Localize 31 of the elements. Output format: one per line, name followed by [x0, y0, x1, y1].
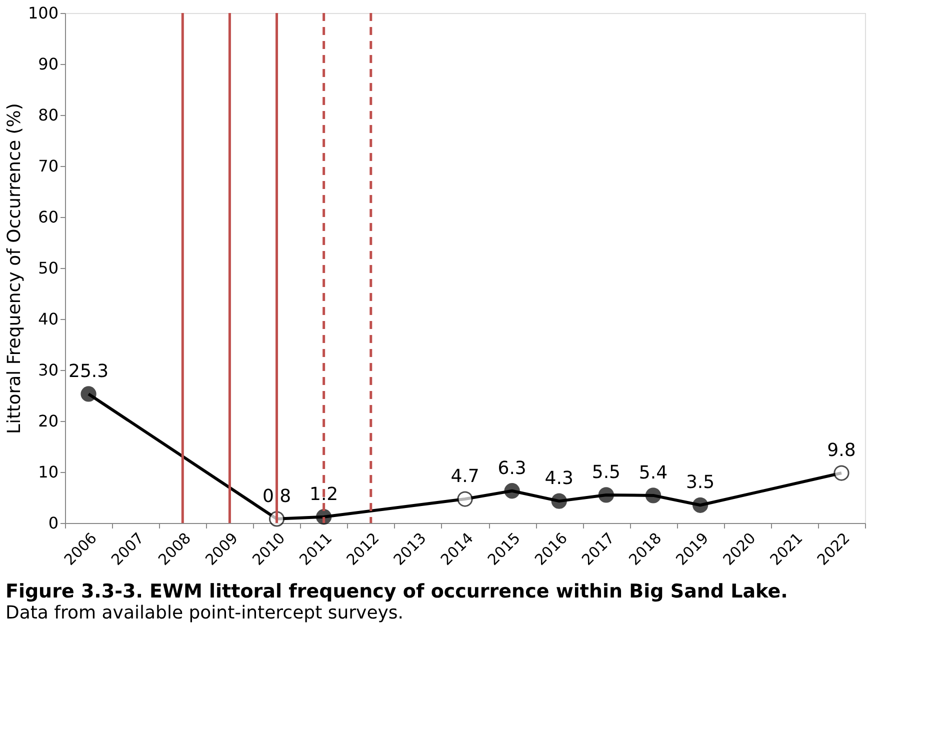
data-label: 3.5 [686, 472, 715, 494]
y-axis-title: Littoral Frequency of Occurrence (%) [4, 103, 25, 434]
point [834, 465, 850, 481]
data-label: 9.8 [827, 440, 856, 462]
point [598, 487, 614, 503]
data-label: 1.2 [310, 484, 338, 505]
y-tick-label: 40 [38, 310, 58, 328]
y-tick-label: 30 [38, 360, 58, 380]
y-tick-label: 90 [38, 54, 58, 74]
y-tick-label: 10 [38, 462, 58, 482]
text: Data from available point-intercept surveys. [5, 602, 404, 624]
y-tick-label: 20 [38, 412, 58, 430]
point [692, 497, 708, 513]
y-tick-label: 80 [38, 106, 58, 124]
data-label: 5.5 [592, 462, 620, 483]
point [504, 483, 520, 499]
text: Figure 3.3-3. EWM littoral frequency of occurrence within Big Sand Lake. [5, 580, 788, 603]
data-label: 25.3 [68, 360, 109, 382]
point [645, 488, 662, 504]
point [551, 493, 567, 509]
y-tick-label: 0 [48, 514, 58, 532]
point [457, 491, 473, 507]
data-label: 4.7 [450, 466, 480, 488]
point [80, 386, 96, 402]
data-label: 6.3 [498, 458, 526, 479]
data-label: 4.3 [544, 468, 574, 490]
y-tick-label: 60 [38, 208, 58, 226]
y-tick-label: 100 [28, 4, 58, 22]
y-tick-label: 50 [38, 258, 58, 278]
y-tick-label: 70 [38, 156, 58, 176]
data-label: 5.4 [638, 462, 668, 484]
